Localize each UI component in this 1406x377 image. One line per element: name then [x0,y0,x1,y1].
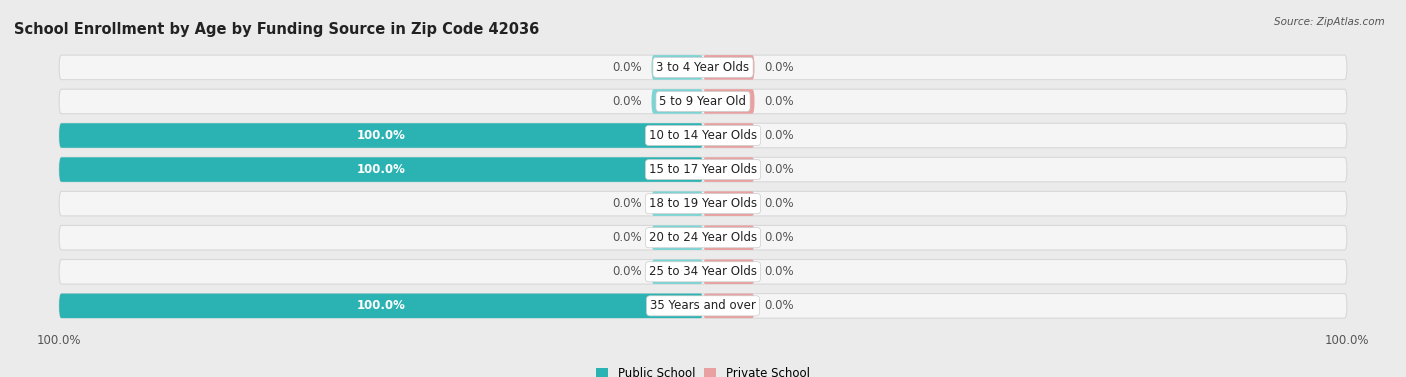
Text: 0.0%: 0.0% [612,231,641,244]
FancyBboxPatch shape [703,294,755,318]
FancyBboxPatch shape [651,225,703,250]
FancyBboxPatch shape [651,55,703,80]
FancyBboxPatch shape [59,123,703,148]
FancyBboxPatch shape [59,225,1347,250]
Text: 0.0%: 0.0% [765,61,794,74]
FancyBboxPatch shape [651,89,703,114]
Text: 25 to 34 Year Olds: 25 to 34 Year Olds [650,265,756,278]
Text: 100.0%: 100.0% [357,163,405,176]
Text: Source: ZipAtlas.com: Source: ZipAtlas.com [1274,17,1385,27]
FancyBboxPatch shape [59,259,1347,284]
Text: 0.0%: 0.0% [765,265,794,278]
Text: 10 to 14 Year Olds: 10 to 14 Year Olds [650,129,756,142]
Text: 35 Years and over: 35 Years and over [650,299,756,313]
Text: 0.0%: 0.0% [765,95,794,108]
Text: 100.0%: 100.0% [357,129,405,142]
Legend: Public School, Private School: Public School, Private School [592,362,814,377]
Text: 0.0%: 0.0% [765,163,794,176]
FancyBboxPatch shape [703,89,755,114]
FancyBboxPatch shape [703,123,755,148]
Text: School Enrollment by Age by Funding Source in Zip Code 42036: School Enrollment by Age by Funding Sour… [14,22,540,37]
Text: 0.0%: 0.0% [612,197,641,210]
Text: 0.0%: 0.0% [612,95,641,108]
Text: 100.0%: 100.0% [357,299,405,313]
FancyBboxPatch shape [651,259,703,284]
FancyBboxPatch shape [59,294,703,318]
Text: 18 to 19 Year Olds: 18 to 19 Year Olds [650,197,756,210]
Text: 20 to 24 Year Olds: 20 to 24 Year Olds [650,231,756,244]
Text: 0.0%: 0.0% [765,197,794,210]
Text: 0.0%: 0.0% [612,61,641,74]
FancyBboxPatch shape [59,157,703,182]
FancyBboxPatch shape [651,192,703,216]
Text: 0.0%: 0.0% [765,299,794,313]
FancyBboxPatch shape [703,225,755,250]
FancyBboxPatch shape [59,55,1347,80]
FancyBboxPatch shape [703,192,755,216]
FancyBboxPatch shape [59,192,1347,216]
Text: 0.0%: 0.0% [612,265,641,278]
FancyBboxPatch shape [703,55,755,80]
Text: 5 to 9 Year Old: 5 to 9 Year Old [659,95,747,108]
FancyBboxPatch shape [59,157,1347,182]
Text: 0.0%: 0.0% [765,129,794,142]
FancyBboxPatch shape [703,259,755,284]
FancyBboxPatch shape [59,89,1347,114]
Text: 3 to 4 Year Olds: 3 to 4 Year Olds [657,61,749,74]
Text: 0.0%: 0.0% [765,231,794,244]
FancyBboxPatch shape [703,157,755,182]
FancyBboxPatch shape [59,294,1347,318]
Text: 15 to 17 Year Olds: 15 to 17 Year Olds [650,163,756,176]
FancyBboxPatch shape [59,123,1347,148]
